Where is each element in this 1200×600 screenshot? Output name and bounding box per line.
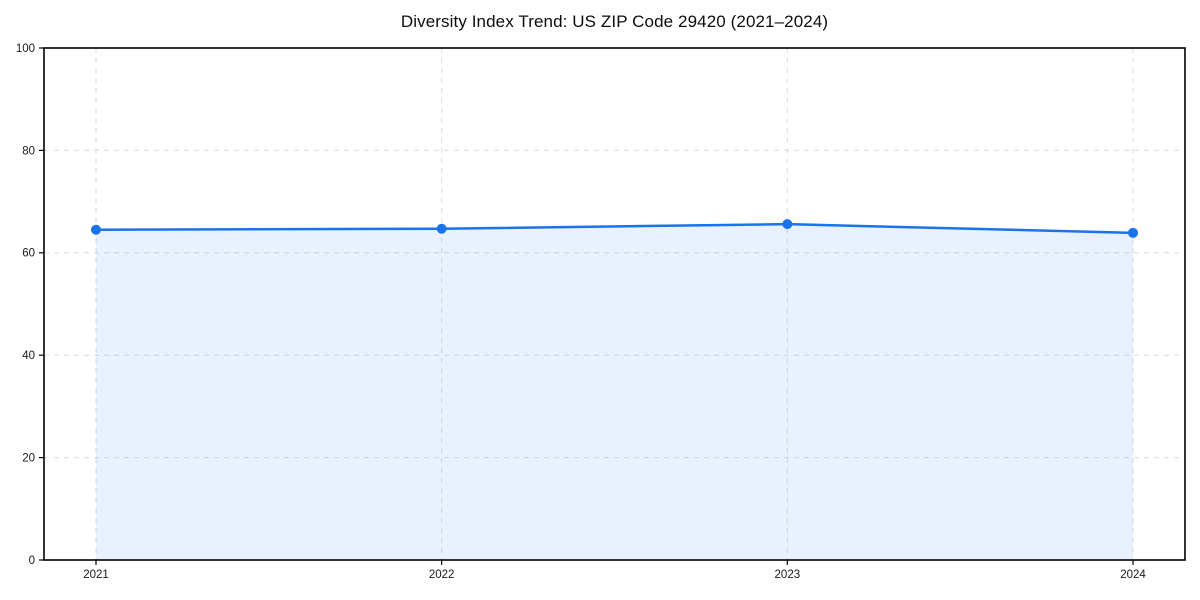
- chart-title: Diversity Index Trend: US ZIP Code 29420…: [400, 12, 829, 31]
- data-point: [436, 223, 447, 234]
- y-tick-label: 0: [29, 555, 35, 567]
- x-tick-label: 2022: [429, 569, 455, 581]
- x-tick-label: 2024: [1120, 569, 1146, 581]
- x-tick-label: 2021: [83, 569, 109, 581]
- data-point: [1128, 227, 1138, 238]
- area-fill: [96, 224, 1133, 561]
- y-tick-label: 20: [22, 453, 35, 465]
- plot-frame: [43, 47, 1186, 561]
- y-tick-label: 80: [22, 145, 35, 157]
- data-point: [782, 219, 793, 230]
- y-tick-label: 40: [22, 350, 35, 362]
- x-tick-label: 2023: [775, 569, 801, 581]
- y-tick-label: 60: [22, 248, 35, 260]
- y-tick-label: 100: [16, 43, 35, 55]
- trend-line: [94, 222, 1135, 235]
- data-point: [91, 224, 101, 235]
